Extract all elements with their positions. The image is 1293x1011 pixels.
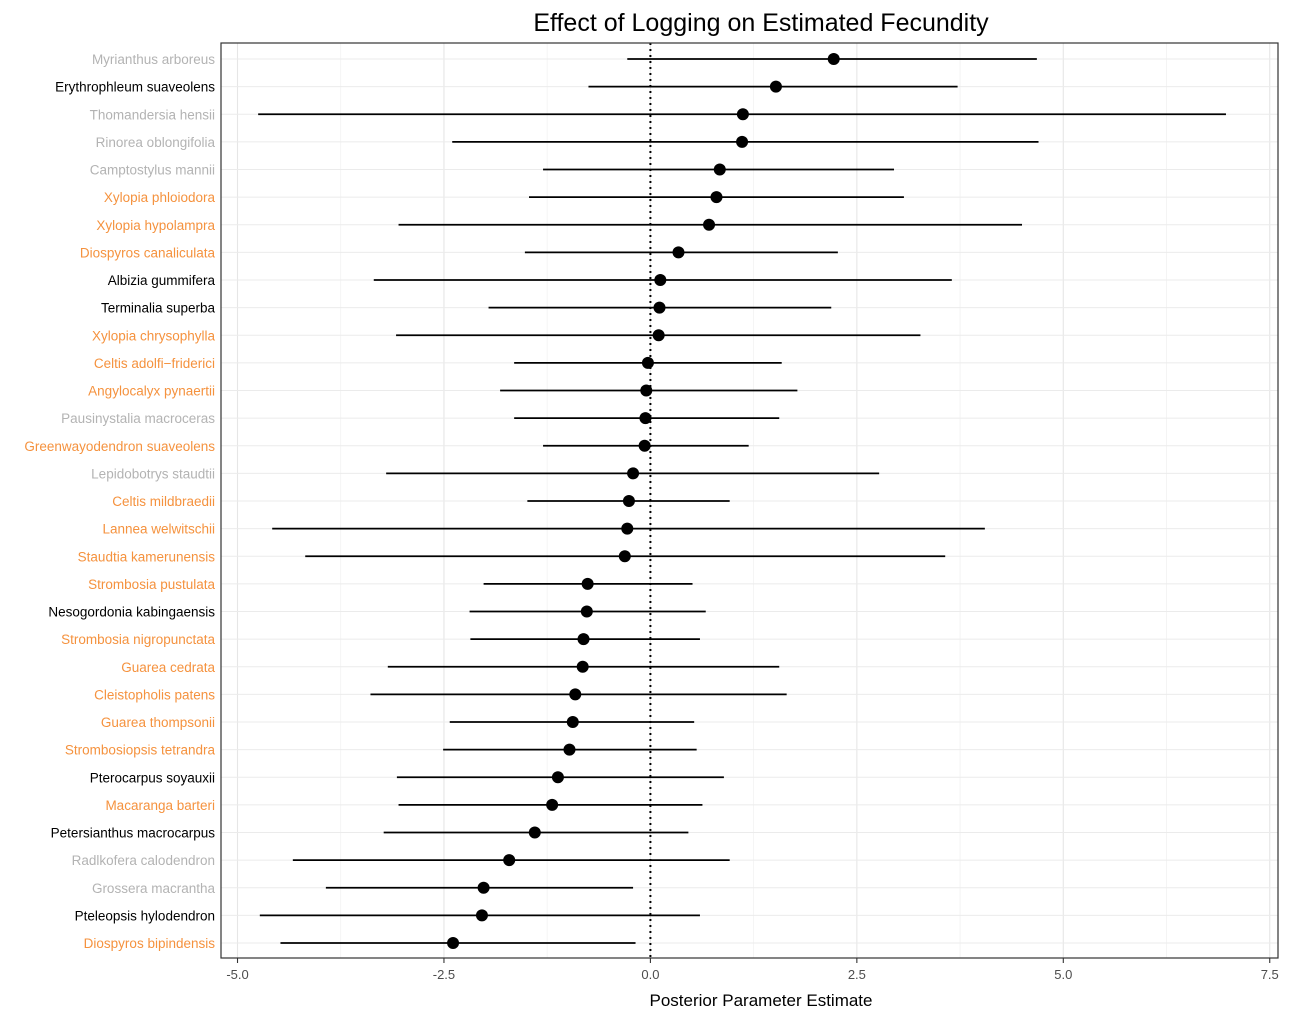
category-label: Pausinystalia macroceras [61, 411, 215, 426]
x-tick-label: -2.5 [433, 967, 455, 982]
estimate-point [569, 688, 582, 701]
estimate-point [528, 826, 541, 839]
category-label: Erythrophleum suaveolens [55, 80, 215, 95]
estimate-point [622, 495, 635, 507]
category-label: Myrianthus arboreus [92, 52, 215, 67]
category-label: Grossera macrantha [92, 881, 216, 896]
x-tick-label: 0.0 [641, 967, 659, 982]
estimate-point [475, 909, 488, 922]
category-label: Guarea cedrata [121, 660, 215, 675]
category-label: Pteleopsis hylodendron [75, 908, 215, 923]
category-label: Camptostylus mannii [90, 163, 215, 178]
category-label: Celtis adolfi−friderici [94, 356, 215, 371]
x-axis-ticks: -5.0 -2.5 0.0 2.5 5.0 7.5 [226, 958, 1279, 982]
category-label: Strombosia pustulata [88, 577, 215, 592]
estimate-point [710, 191, 723, 204]
category-label: Greenwayodendron suaveolens [24, 439, 215, 454]
estimate-point [769, 80, 782, 93]
x-tick-label: 5.0 [1054, 967, 1072, 982]
estimate-point [503, 854, 516, 867]
category-label: Xylopia chrysophylla [92, 328, 216, 343]
estimate-point [581, 577, 594, 590]
category-labels: Myrianthus arboreus Erythrophleum suaveol… [24, 52, 215, 951]
category-label: Cleistopholis patens [94, 687, 215, 702]
category-label: Guarea thompsonii [101, 715, 215, 730]
error-bars [258, 53, 1226, 949]
category-label: Petersianthus macrocarpus [51, 826, 216, 841]
estimate-point [627, 467, 640, 480]
estimate-point [546, 798, 559, 811]
estimate-point [580, 605, 593, 618]
plot-panel-border [220, 42, 1279, 959]
category-label: Diospyros canaliculata [80, 245, 216, 260]
estimate-point [827, 53, 840, 65]
estimate-point [653, 301, 666, 314]
category-label: Strombosiopsis tetrandra [65, 743, 216, 758]
category-label: Macaranga barteri [105, 798, 215, 813]
category-label: Terminalia superba [101, 301, 216, 316]
category-label: Thomandersia hensii [90, 107, 215, 122]
x-tick-label: 7.5 [1261, 967, 1279, 982]
category-label: Staudtia kamerunensis [78, 549, 216, 564]
estimate-point [576, 660, 589, 673]
estimate-point [577, 633, 590, 646]
category-label: Nesogordonia kabingaensis [48, 605, 215, 620]
estimate-point [703, 218, 716, 231]
category-label: Strombosia nigropunctata [61, 632, 215, 647]
estimate-point [618, 550, 631, 563]
category-label: Lepidobotrys staudtii [91, 466, 215, 481]
estimate-point [713, 163, 726, 176]
estimate-point [654, 274, 667, 286]
estimate-point [640, 384, 653, 397]
chart-title: Effect of Logging on Estimated Fecundity [533, 9, 989, 37]
estimate-point [563, 743, 576, 756]
estimate-point [477, 881, 490, 894]
x-axis-label: Posterior Parameter Estimate [650, 991, 873, 1010]
category-label: Albizia gummifera [108, 273, 216, 288]
category-label: Rinorea oblongifolia [96, 135, 216, 150]
estimate-point [672, 246, 685, 259]
x-tick-label: 2.5 [848, 967, 866, 982]
category-label: Xylopia phloiodora [104, 190, 216, 205]
estimate-point [641, 356, 654, 369]
category-label: Pterocarpus soyauxii [90, 770, 215, 785]
estimate-point [639, 412, 652, 425]
category-label: Lannea welwitschii [102, 522, 215, 537]
x-tick-label: -5.0 [226, 967, 248, 982]
category-label: Xylopia hypolampra [96, 218, 215, 233]
category-label: Radlkofera calodendron [72, 853, 215, 868]
category-label: Celtis mildbraedii [112, 494, 215, 509]
estimate-point [551, 771, 564, 784]
estimate-point [736, 108, 749, 121]
estimate-point [447, 937, 460, 949]
estimate-point [652, 329, 665, 342]
estimate-point [621, 522, 634, 535]
estimate-point [736, 135, 749, 148]
category-label: Angylocalyx pynaertii [88, 384, 215, 399]
estimate-point [638, 439, 651, 452]
category-label: Diospyros bipindensis [84, 936, 216, 951]
estimate-point [566, 716, 579, 728]
